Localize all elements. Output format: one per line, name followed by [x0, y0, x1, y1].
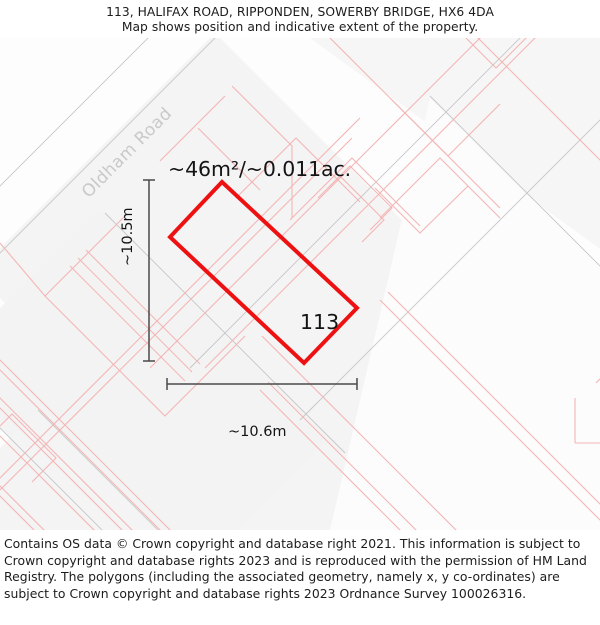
parcel-lines: [0, 38, 600, 530]
page-subtitle: Map shows position and indicative extent…: [121, 20, 479, 34]
map-header: 113, HALIFAX ROAD, RIPPONDEN, SOWERBY BR…: [0, 0, 600, 38]
map-canvas[interactable]: ~46m²/~0.011ac. 113 ~10.5m ~10.6m Oldham…: [0, 38, 600, 530]
dimension-lines: [143, 179, 358, 390]
copyright-text: Contains OS data © Crown copyright and d…: [4, 536, 587, 601]
property-boundary-polygon[interactable]: [167, 179, 360, 366]
map-footer: Contains OS data © Crown copyright and d…: [0, 530, 600, 625]
boundary-lines-grey: [0, 38, 600, 530]
page-title: 113, HALIFAX ROAD, RIPPONDEN, SOWERBY BR…: [106, 5, 494, 19]
map-vector-layer: [0, 38, 600, 530]
land-blocks: [0, 38, 600, 530]
